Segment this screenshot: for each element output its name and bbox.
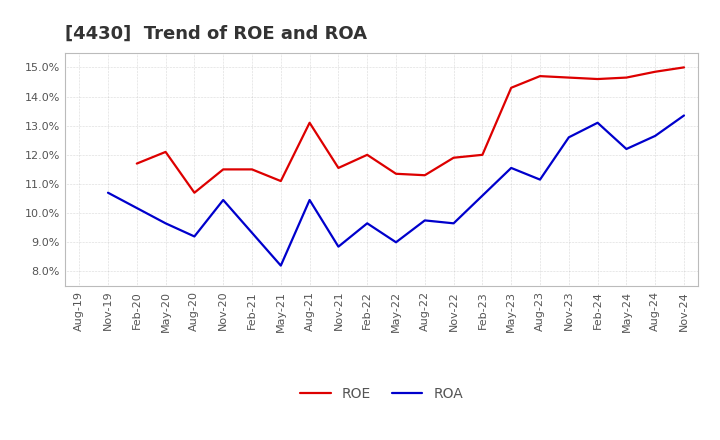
ROE xyxy=(363,152,372,158)
ROA xyxy=(104,190,112,195)
ROA xyxy=(334,244,343,249)
ROE xyxy=(392,171,400,176)
ROA xyxy=(651,133,660,139)
ROA xyxy=(478,193,487,198)
ROE xyxy=(334,165,343,171)
ROA xyxy=(392,240,400,245)
ROA xyxy=(622,147,631,152)
ROA xyxy=(420,218,429,223)
Text: [4430]  Trend of ROE and ROA: [4430] Trend of ROE and ROA xyxy=(65,25,366,43)
ROE xyxy=(622,75,631,80)
Legend: ROE, ROA: ROE, ROA xyxy=(294,381,469,407)
ROE xyxy=(680,65,688,70)
ROA xyxy=(363,221,372,226)
Line: ROE: ROE xyxy=(137,67,684,193)
ROE xyxy=(161,149,170,154)
ROE xyxy=(190,190,199,195)
ROE xyxy=(507,85,516,91)
ROA xyxy=(593,120,602,125)
ROA xyxy=(276,263,285,268)
ROE xyxy=(132,161,141,166)
ROE xyxy=(449,155,458,160)
ROE xyxy=(593,77,602,82)
ROE xyxy=(651,69,660,74)
ROE xyxy=(564,75,573,80)
Line: ROA: ROA xyxy=(108,115,684,266)
ROA xyxy=(219,198,228,203)
ROE xyxy=(219,167,228,172)
ROA xyxy=(680,113,688,118)
ROA xyxy=(161,221,170,226)
ROE xyxy=(420,172,429,178)
ROE xyxy=(536,73,544,79)
ROA xyxy=(190,234,199,239)
ROA xyxy=(248,230,256,235)
ROA xyxy=(305,198,314,203)
ROE xyxy=(305,120,314,125)
ROA xyxy=(536,177,544,182)
ROA xyxy=(449,221,458,226)
ROA xyxy=(564,135,573,140)
ROA xyxy=(132,205,141,211)
ROE xyxy=(276,179,285,184)
ROE xyxy=(248,167,256,172)
ROA xyxy=(507,165,516,171)
ROE xyxy=(478,152,487,158)
